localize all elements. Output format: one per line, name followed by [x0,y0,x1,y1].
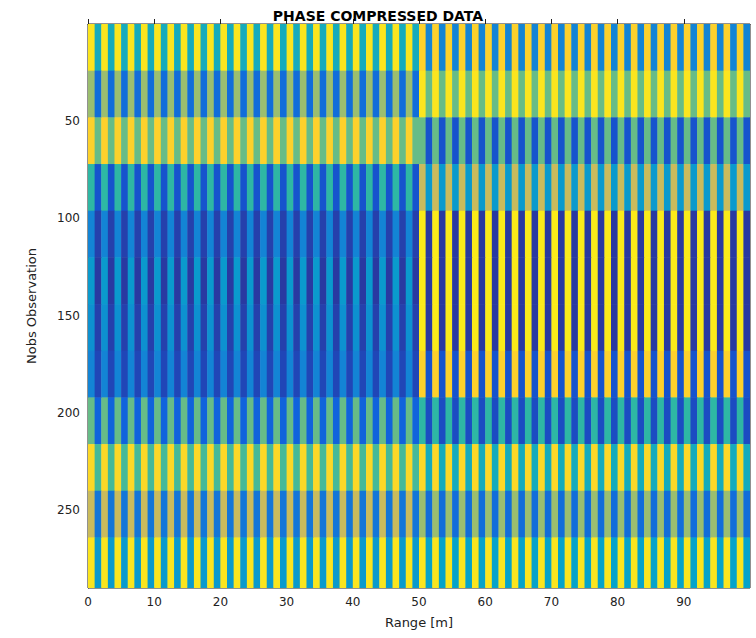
svg-text:40: 40 [345,595,360,609]
svg-text:30: 30 [279,595,294,609]
svg-text:PHASE COMPRESSED DATA: PHASE COMPRESSED DATA [273,8,483,24]
svg-text:250: 250 [57,503,80,517]
svg-text:10: 10 [147,595,162,609]
svg-text:200: 200 [57,406,80,420]
svg-text:70: 70 [544,595,559,609]
svg-text:50: 50 [65,114,80,128]
svg-text:90: 90 [676,595,691,609]
svg-text:0: 0 [84,595,92,609]
svg-text:Range [m]: Range [m] [385,615,453,630]
svg-text:20: 20 [213,595,228,609]
svg-text:100: 100 [57,211,80,225]
svg-text:50: 50 [411,595,426,609]
svg-text:60: 60 [478,595,493,609]
svg-text:80: 80 [610,595,625,609]
svg-text:Nobs Observation: Nobs Observation [24,248,39,364]
svg-text:150: 150 [57,309,80,323]
